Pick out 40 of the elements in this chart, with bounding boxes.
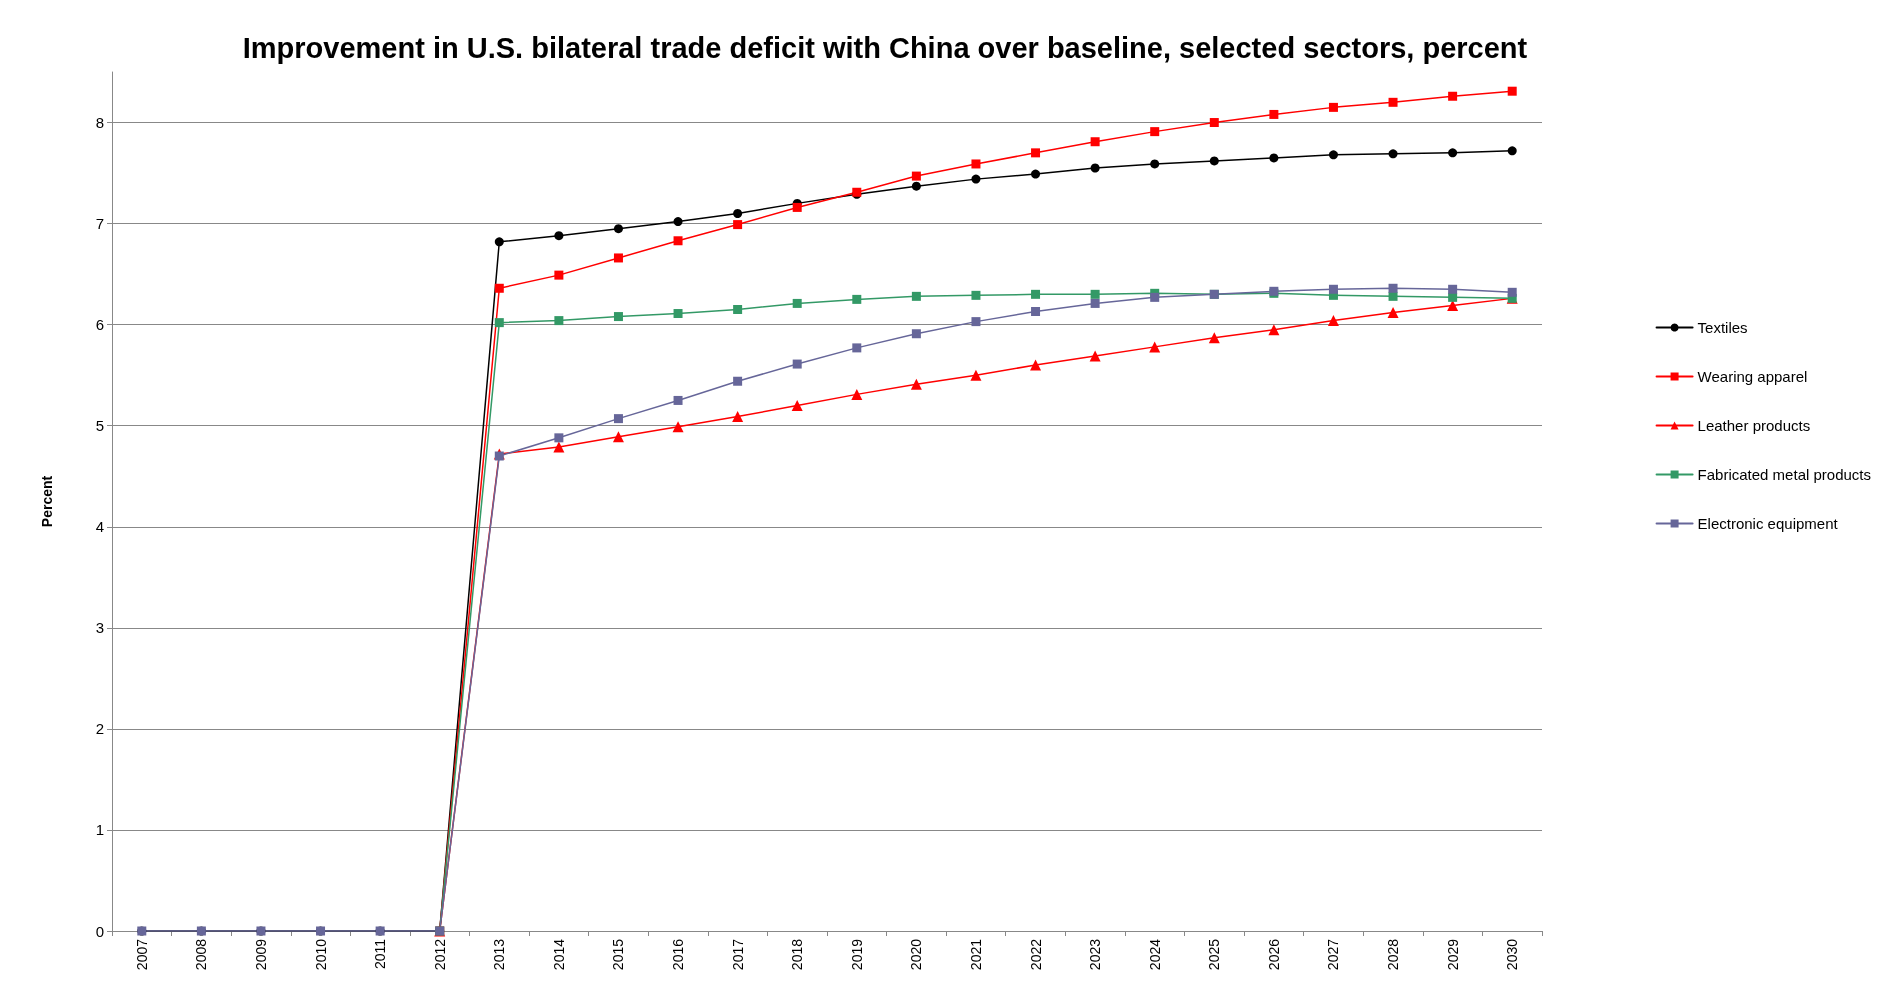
x-tick-label: 2023 bbox=[1087, 938, 1104, 971]
x-tick-label: 2030 bbox=[1504, 938, 1521, 971]
x-tick-label: 2018 bbox=[789, 938, 806, 971]
y-tick-label: 8 bbox=[95, 114, 104, 132]
y-axis-title: Percent bbox=[39, 475, 55, 528]
legend-label: Fabricated metal products bbox=[1697, 466, 1872, 483]
y-tick-label: 3 bbox=[95, 619, 104, 637]
x-tick-label: 2007 bbox=[133, 938, 150, 971]
y-tick-label: 6 bbox=[95, 316, 104, 334]
legend-label: Leather products bbox=[1697, 417, 1811, 434]
x-tick-label: 2014 bbox=[550, 938, 567, 971]
x-tick-label: 2016 bbox=[670, 938, 687, 971]
x-tick-label: 2008 bbox=[193, 938, 210, 971]
y-tick-label: 4 bbox=[95, 518, 104, 536]
x-tick-label: 2019 bbox=[848, 938, 865, 971]
x-tick-label: 2022 bbox=[1027, 938, 1044, 971]
y-tick-label: 5 bbox=[95, 417, 104, 435]
x-tick-label: 2026 bbox=[1265, 938, 1282, 971]
x-tick-label: 2027 bbox=[1325, 938, 1342, 971]
legend-label: Textiles bbox=[1697, 319, 1748, 336]
x-tick-label: 2025 bbox=[1206, 938, 1223, 971]
y-tick-label: 7 bbox=[95, 215, 104, 233]
x-tick-label: 2021 bbox=[967, 938, 984, 971]
x-tick-label: 2017 bbox=[729, 938, 746, 971]
chart-title: Improvement in U.S. bilateral trade deficit with China over baseline, selected sectors, percent bbox=[242, 31, 1528, 64]
y-tick-label: 1 bbox=[95, 821, 104, 839]
y-tick-label: 2 bbox=[95, 720, 104, 738]
x-tick-label: 2011 bbox=[372, 938, 389, 970]
x-tick-label: 2013 bbox=[491, 938, 508, 971]
legend-label: Wearing apparel bbox=[1697, 368, 1808, 385]
x-tick-label: 2012 bbox=[431, 938, 448, 971]
x-tick-label: 2010 bbox=[312, 938, 329, 971]
x-tick-label: 2029 bbox=[1444, 938, 1461, 971]
x-tick-label: 2020 bbox=[908, 938, 925, 971]
x-tick-label: 2015 bbox=[610, 938, 627, 971]
legend-label: Electronic equipment bbox=[1697, 515, 1839, 532]
y-tick-label: 0 bbox=[95, 922, 104, 940]
x-tick-label: 2028 bbox=[1385, 938, 1402, 971]
x-tick-label: 2009 bbox=[252, 938, 269, 971]
x-tick-label: 2024 bbox=[1146, 938, 1163, 971]
